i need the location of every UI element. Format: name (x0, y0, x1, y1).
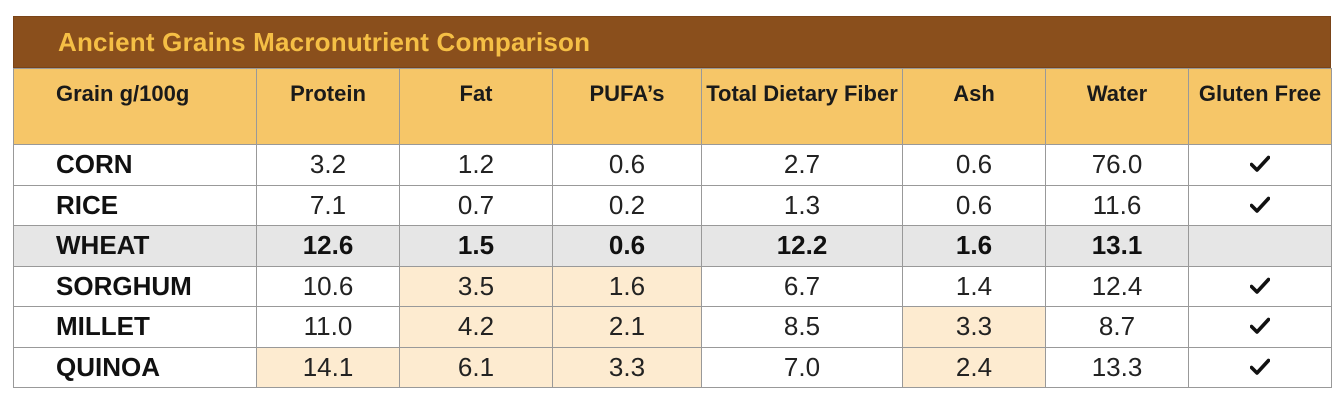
water-cell: 8.7 (1045, 306, 1189, 348)
water-cell: 76.0 (1045, 144, 1189, 186)
fat-cell: 3.5 (399, 265, 553, 307)
column-header-protein: Protein (256, 68, 400, 145)
ash-cell: 1.6 (902, 225, 1046, 267)
table-row: CORN 3.2 1.2 0.6 2.7 0.6 76.0 (13, 144, 1332, 186)
protein-cell: 14.1 (256, 346, 400, 388)
grain-name-cell: CORN (13, 144, 257, 186)
checkmark-icon (1250, 155, 1270, 173)
ash-cell: 2.4 (902, 346, 1046, 388)
ash-cell: 0.6 (902, 144, 1046, 186)
pufa-cell: 0.2 (552, 184, 702, 226)
protein-cell: 3.2 (256, 144, 400, 186)
fat-cell: 6.1 (399, 346, 553, 388)
grain-name-cell: MILLET (13, 306, 257, 348)
column-header-ash: Ash (902, 68, 1046, 145)
pufa-cell: 2.1 (552, 306, 702, 348)
ash-cell: 0.6 (902, 184, 1046, 226)
grain-name-cell: RICE (13, 184, 257, 226)
pufa-cell: 3.3 (552, 346, 702, 388)
pufa-cell: 0.6 (552, 225, 702, 267)
column-header-grain: Grain g/100g (13, 68, 257, 145)
header-row: Grain g/100g Protein Fat PUFA’s Total Di… (13, 68, 1332, 145)
comparison-table-frame: Ancient Grains Macronutrient Comparison … (13, 16, 1332, 388)
ash-cell: 3.3 (902, 306, 1046, 348)
water-cell: 12.4 (1045, 265, 1189, 307)
protein-cell: 7.1 (256, 184, 400, 226)
fat-cell: 0.7 (399, 184, 553, 226)
grain-name-cell: QUINOA (13, 346, 257, 388)
checkmark-icon (1250, 317, 1270, 335)
pufa-cell: 0.6 (552, 144, 702, 186)
table-row: SORGHUM 10.6 3.5 1.6 6.7 1.4 12.4 (13, 265, 1332, 307)
water-cell: 13.1 (1045, 225, 1189, 267)
protein-cell: 11.0 (256, 306, 400, 348)
table-body: CORN 3.2 1.2 0.6 2.7 0.6 76.0 RICE 7.1 0.7 0.2 1.3 0… (13, 144, 1332, 388)
fiber-cell: 12.2 (701, 225, 903, 267)
column-header-water: Water (1045, 68, 1189, 145)
protein-cell: 10.6 (256, 265, 400, 307)
macronutrient-table: Grain g/100g Protein Fat PUFA’s Total Di… (13, 68, 1332, 388)
column-header-pufa: PUFA’s (552, 68, 702, 145)
water-cell: 11.6 (1045, 184, 1189, 226)
checkmark-icon (1250, 277, 1270, 295)
checkmark-icon (1250, 358, 1270, 376)
fiber-cell: 2.7 (701, 144, 903, 186)
fiber-cell: 1.3 (701, 184, 903, 226)
column-header-fiber: Total Dietary Fiber (701, 68, 903, 145)
table-row: WHEAT 12.6 1.5 0.6 12.2 1.6 13.1 (13, 225, 1332, 267)
fat-cell: 1.2 (399, 144, 553, 186)
title-bar: Ancient Grains Macronutrient Comparison (13, 16, 1331, 68)
table-row: MILLET 11.0 4.2 2.1 8.5 3.3 8.7 (13, 306, 1332, 348)
gluten-free-cell (1188, 144, 1332, 186)
table-title: Ancient Grains Macronutrient Comparison (58, 27, 591, 57)
gluten-free-cell (1188, 346, 1332, 388)
column-header-gluten-free: Gluten Free (1188, 68, 1332, 145)
fat-cell: 1.5 (399, 225, 553, 267)
ash-cell: 1.4 (902, 265, 1046, 307)
pufa-cell: 1.6 (552, 265, 702, 307)
grain-name-cell: WHEAT (13, 225, 257, 267)
grain-name-cell: SORGHUM (13, 265, 257, 307)
fiber-cell: 6.7 (701, 265, 903, 307)
table-row: QUINOA 14.1 6.1 3.3 7.0 2.4 13.3 (13, 346, 1332, 388)
gluten-free-cell (1188, 306, 1332, 348)
checkmark-icon (1250, 196, 1270, 214)
fat-cell: 4.2 (399, 306, 553, 348)
fiber-cell: 8.5 (701, 306, 903, 348)
gluten-free-cell (1188, 225, 1332, 267)
water-cell: 13.3 (1045, 346, 1189, 388)
gluten-free-cell (1188, 184, 1332, 226)
gluten-free-cell (1188, 265, 1332, 307)
fiber-cell: 7.0 (701, 346, 903, 388)
column-header-fat: Fat (399, 68, 553, 145)
table-row: RICE 7.1 0.7 0.2 1.3 0.6 11.6 (13, 184, 1332, 226)
protein-cell: 12.6 (256, 225, 400, 267)
